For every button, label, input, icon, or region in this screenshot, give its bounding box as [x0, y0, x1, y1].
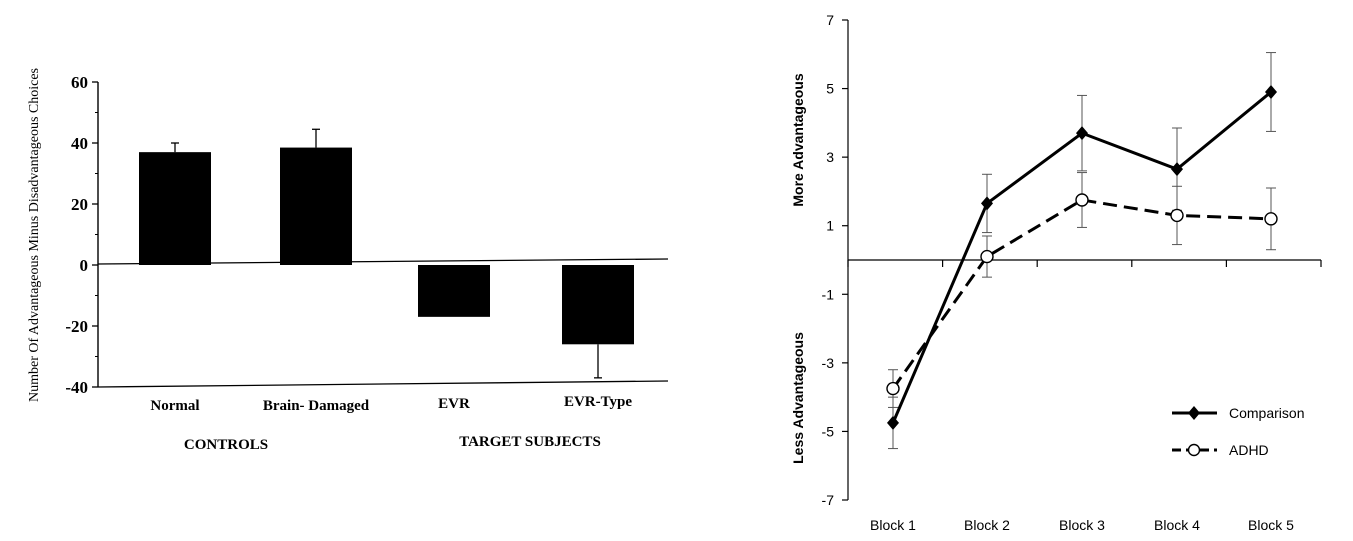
line-y-label-upper: More Advantageous: [790, 73, 806, 206]
bar-category-labels: Normal Brain- Damaged EVR EVR-Type: [150, 394, 632, 414]
line-y-tick-label: -7: [822, 492, 835, 508]
bar-y-tick-label: 20: [71, 195, 88, 214]
line-x-labels: Block 1 Block 2 Block 3 Block 4 Block 5: [870, 517, 1294, 533]
bar-y-tick-label: -40: [65, 378, 88, 397]
line-marker-circle: [1264, 212, 1278, 226]
bar-category-label: Normal: [150, 398, 199, 414]
bar-category-label: Brain- Damaged: [263, 398, 370, 414]
line-x-label: Block 3: [1059, 517, 1105, 533]
line-y-tick-label: -5: [822, 423, 835, 439]
legend-label-comparison: Comparison: [1229, 405, 1304, 421]
line-marker-diamond: [1265, 85, 1277, 99]
line-x-label: Block 5: [1248, 517, 1294, 533]
bar-chart: Number Of Advantageous Minus Disadvantag…: [27, 68, 669, 453]
line-marker-circle: [1170, 208, 1184, 223]
bar: [139, 152, 211, 265]
line-marker-diamond: [1076, 126, 1088, 141]
line-y-tick-label: -1: [822, 286, 835, 302]
group-label-controls: CONTROLS: [184, 437, 268, 453]
line-x-ticks: [847, 260, 1322, 267]
legend-marker-comparison: [1188, 406, 1200, 420]
group-label-target-subjects: TARGET SUBJECTS: [459, 434, 601, 450]
line-chart: More Advantageous Less Advantageous 7 5 3 1…: [790, 12, 1322, 533]
line-y-tick-label: 3: [826, 149, 834, 165]
line-marker-diamond: [1171, 162, 1183, 177]
line-y-tick-label: -3: [822, 355, 835, 371]
line-marker-diamond: [887, 415, 899, 430]
line-x-label: Block 2: [964, 517, 1010, 533]
bar-bottom-axis-line: [97, 380, 669, 388]
line-y-tick-label: 7: [826, 12, 834, 28]
line-marker-diamond: [981, 196, 993, 211]
bar-category-label: EVR: [438, 396, 470, 412]
bar: [280, 147, 352, 265]
legend-label-adhd: ADHD: [1229, 442, 1269, 458]
line-x-label: Block 4: [1154, 517, 1200, 533]
line-error-bars: [888, 52, 1276, 450]
bars: [139, 128, 634, 379]
bar-y-axis-label: Number Of Advantageous Minus Disadvantag…: [27, 68, 42, 402]
line-y-tick-label: 1: [826, 218, 834, 234]
bar-y-ticks: 60 40 20 0 -20 -40: [65, 73, 98, 397]
line-series-markers: [886, 85, 1278, 430]
line-marker-circle: [886, 381, 900, 396]
legend-marker-adhd: [1187, 443, 1201, 457]
line-marker-circle: [1075, 193, 1089, 207]
bar-category-label: EVR-Type: [564, 394, 632, 410]
bar-y-tick-label: 60: [71, 73, 88, 92]
line-marker-circle: [980, 249, 994, 264]
bar: [562, 265, 634, 345]
line-series-adhd: [891, 198, 1272, 390]
bar: [418, 265, 490, 317]
line-y-label-lower: Less Advantageous: [790, 332, 806, 464]
line-legend: Comparison ADHD: [1172, 405, 1304, 458]
bar-y-tick-label: -20: [65, 317, 88, 336]
bar-y-tick-label: 40: [71, 134, 88, 153]
line-x-label: Block 1: [870, 517, 916, 533]
line-y-ticks: 7 5 3 1 -1 -3 -5 -7: [822, 12, 848, 508]
bar-y-tick-label: 0: [80, 256, 89, 275]
line-y-tick-label: 5: [826, 81, 834, 97]
